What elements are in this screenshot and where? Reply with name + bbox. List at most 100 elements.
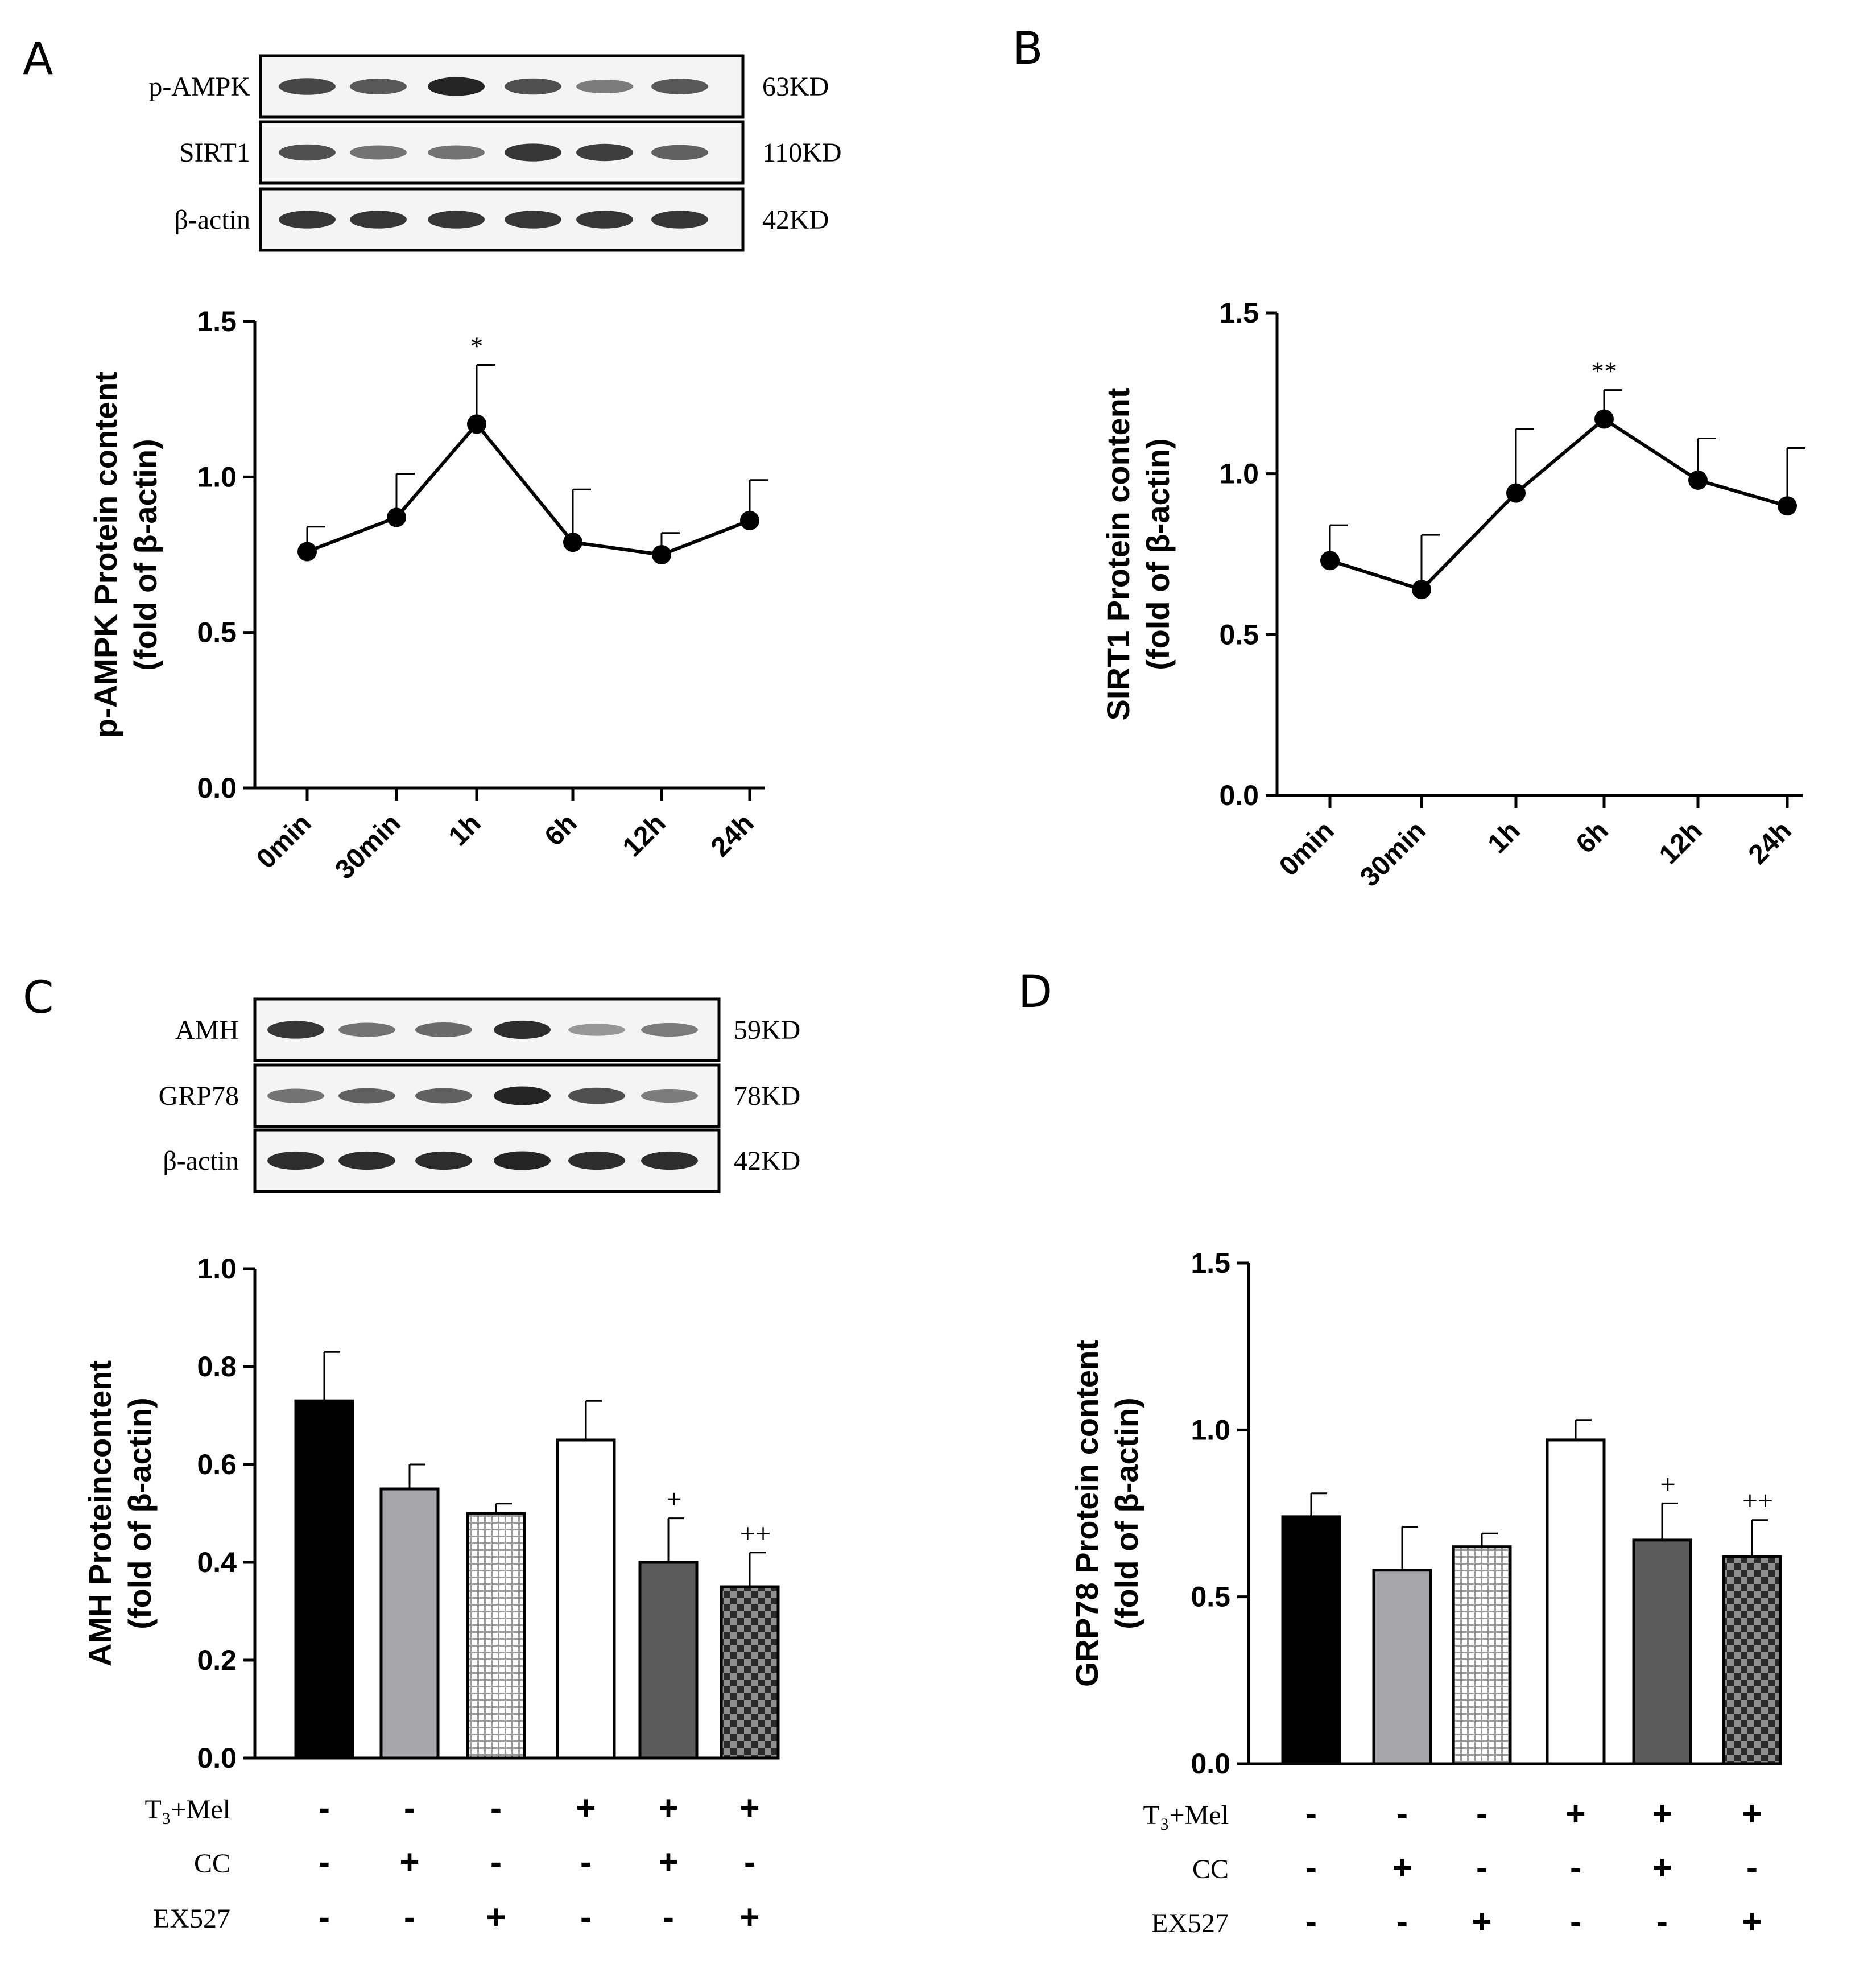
x-tick-label: 12h [617,808,672,863]
y-tick-label: 0.5 [197,617,237,649]
blot-band [568,1087,625,1104]
blot-band [651,79,708,94]
treatment-sign: + [1652,1849,1672,1887]
bar [1546,1438,1606,1765]
x-tick-label: 1h [443,808,487,852]
treatment-sign: + [739,1789,759,1827]
treatment-sign: - [1570,1903,1581,1941]
blot-band [428,211,485,229]
treatment-sign: - [490,1789,502,1827]
y-tick-label: 0.5 [1191,1581,1230,1613]
blot-band [350,211,407,229]
bar [379,1487,440,1760]
treatment-sign: + [658,1843,678,1881]
data-point [1320,551,1340,571]
bar [1372,1569,1432,1765]
x-tick-label: 30min [329,808,407,885]
significance-mark: + [666,1484,681,1515]
blot-kd-label: 59KD [734,1015,800,1045]
panel-label-c: C [23,972,53,1024]
data-point [1506,483,1526,503]
bar [1632,1538,1692,1765]
treatment-label: T₃+Mel [1143,1800,1229,1830]
treatment-label: T₃+Mel [145,1794,230,1825]
y-tick-label: 1.5 [1219,297,1259,329]
western-blot-c: AMH 59KD GRP78 78KD β-actin 42KD [159,997,800,1193]
x-tick-label: 1h [1482,815,1526,859]
y-tick-label: 0.4 [197,1546,237,1578]
treatment-sign: - [580,1898,592,1936]
data-point [467,414,486,434]
blot-band [267,1151,324,1170]
blot-band [338,1151,395,1170]
bar [294,1399,354,1760]
treatment-sign: + [1472,1903,1491,1941]
treatment-sign: - [404,1898,415,1936]
treatment-sign: - [404,1789,415,1827]
y-tick-label: 0.0 [1191,1748,1230,1780]
y-tick-label: 0.0 [197,772,237,804]
treatment-sign: - [580,1843,592,1881]
y-tick-label: 1.0 [1219,458,1259,490]
treatment-sign: - [1305,1903,1317,1941]
data-point [563,533,582,552]
blot-row-label: AMH [175,1015,239,1045]
treatment-sign: + [658,1789,678,1827]
data-point [1412,580,1431,600]
blot-row-label: GRP78 [159,1081,239,1111]
blot-row-label: p-AMPK [148,72,250,102]
treatment-sign: + [486,1898,506,1936]
significance-mark: ** [1591,357,1617,386]
x-tick-label: 24h [705,808,760,863]
series-line [1329,416,1788,592]
blot-band [505,78,561,95]
blot-band [651,145,708,160]
blot-band [576,211,633,229]
treatment-sign: - [1476,1794,1487,1833]
blot-band [576,79,633,94]
data-point [740,510,759,530]
blot-band [267,1088,324,1103]
data-point [1778,496,1797,516]
x-tick-label: 6h [539,808,583,852]
panel-label-b: B [1013,23,1043,75]
treatment-sign: - [1396,1903,1408,1941]
blot-band [279,211,336,229]
bar [638,1561,699,1760]
treatment-sign: - [663,1898,674,1936]
treatment-sign: + [1392,1849,1412,1887]
treatment-sign: - [1656,1903,1668,1941]
y-axis-label: AMH Proteincontent [82,1360,118,1666]
x-tick-label: 0min [1274,815,1340,882]
blot-band [494,1086,551,1105]
blot-band [428,77,485,96]
blot-band [279,144,336,161]
blot-kd-label: 42KD [734,1146,800,1176]
data-point [1594,409,1614,429]
line-chart-b: 0.0 0.5 1.0 1.5 SIRT1 Protein content (fold o… [1100,297,1805,893]
treatment-label: CC [194,1849,230,1879]
y-axis-label: SIRT1 Protein content [1100,388,1136,721]
treatment-sign: + [576,1789,596,1827]
data-point [652,545,671,564]
blot-row-label: β-actin [163,1146,239,1176]
data-point [387,507,406,527]
y-tick-label: 1.5 [1191,1247,1230,1279]
y-axis-label-unit: (fold of β-actin) [127,439,163,670]
blot-band [568,1151,625,1170]
bar [1452,1545,1512,1765]
y-tick-label: 0.2 [197,1644,237,1676]
panel-label-d: D [1018,967,1052,1018]
blot-band [267,1021,324,1039]
treatment-sign: - [1305,1794,1317,1833]
blot-band [641,1088,698,1103]
bar [556,1438,616,1760]
blot-band [338,1022,395,1037]
y-tick-label: 0.0 [197,1742,237,1774]
y-axis-label: p-AMPK Protein content [88,372,123,738]
significance-mark: * [470,332,484,361]
treatment-sign: + [1742,1794,1762,1833]
x-tick-label: 30min [1354,815,1432,893]
y-tick-label: 1.5 [197,306,237,337]
y-tick-label: 0.0 [1219,779,1259,811]
